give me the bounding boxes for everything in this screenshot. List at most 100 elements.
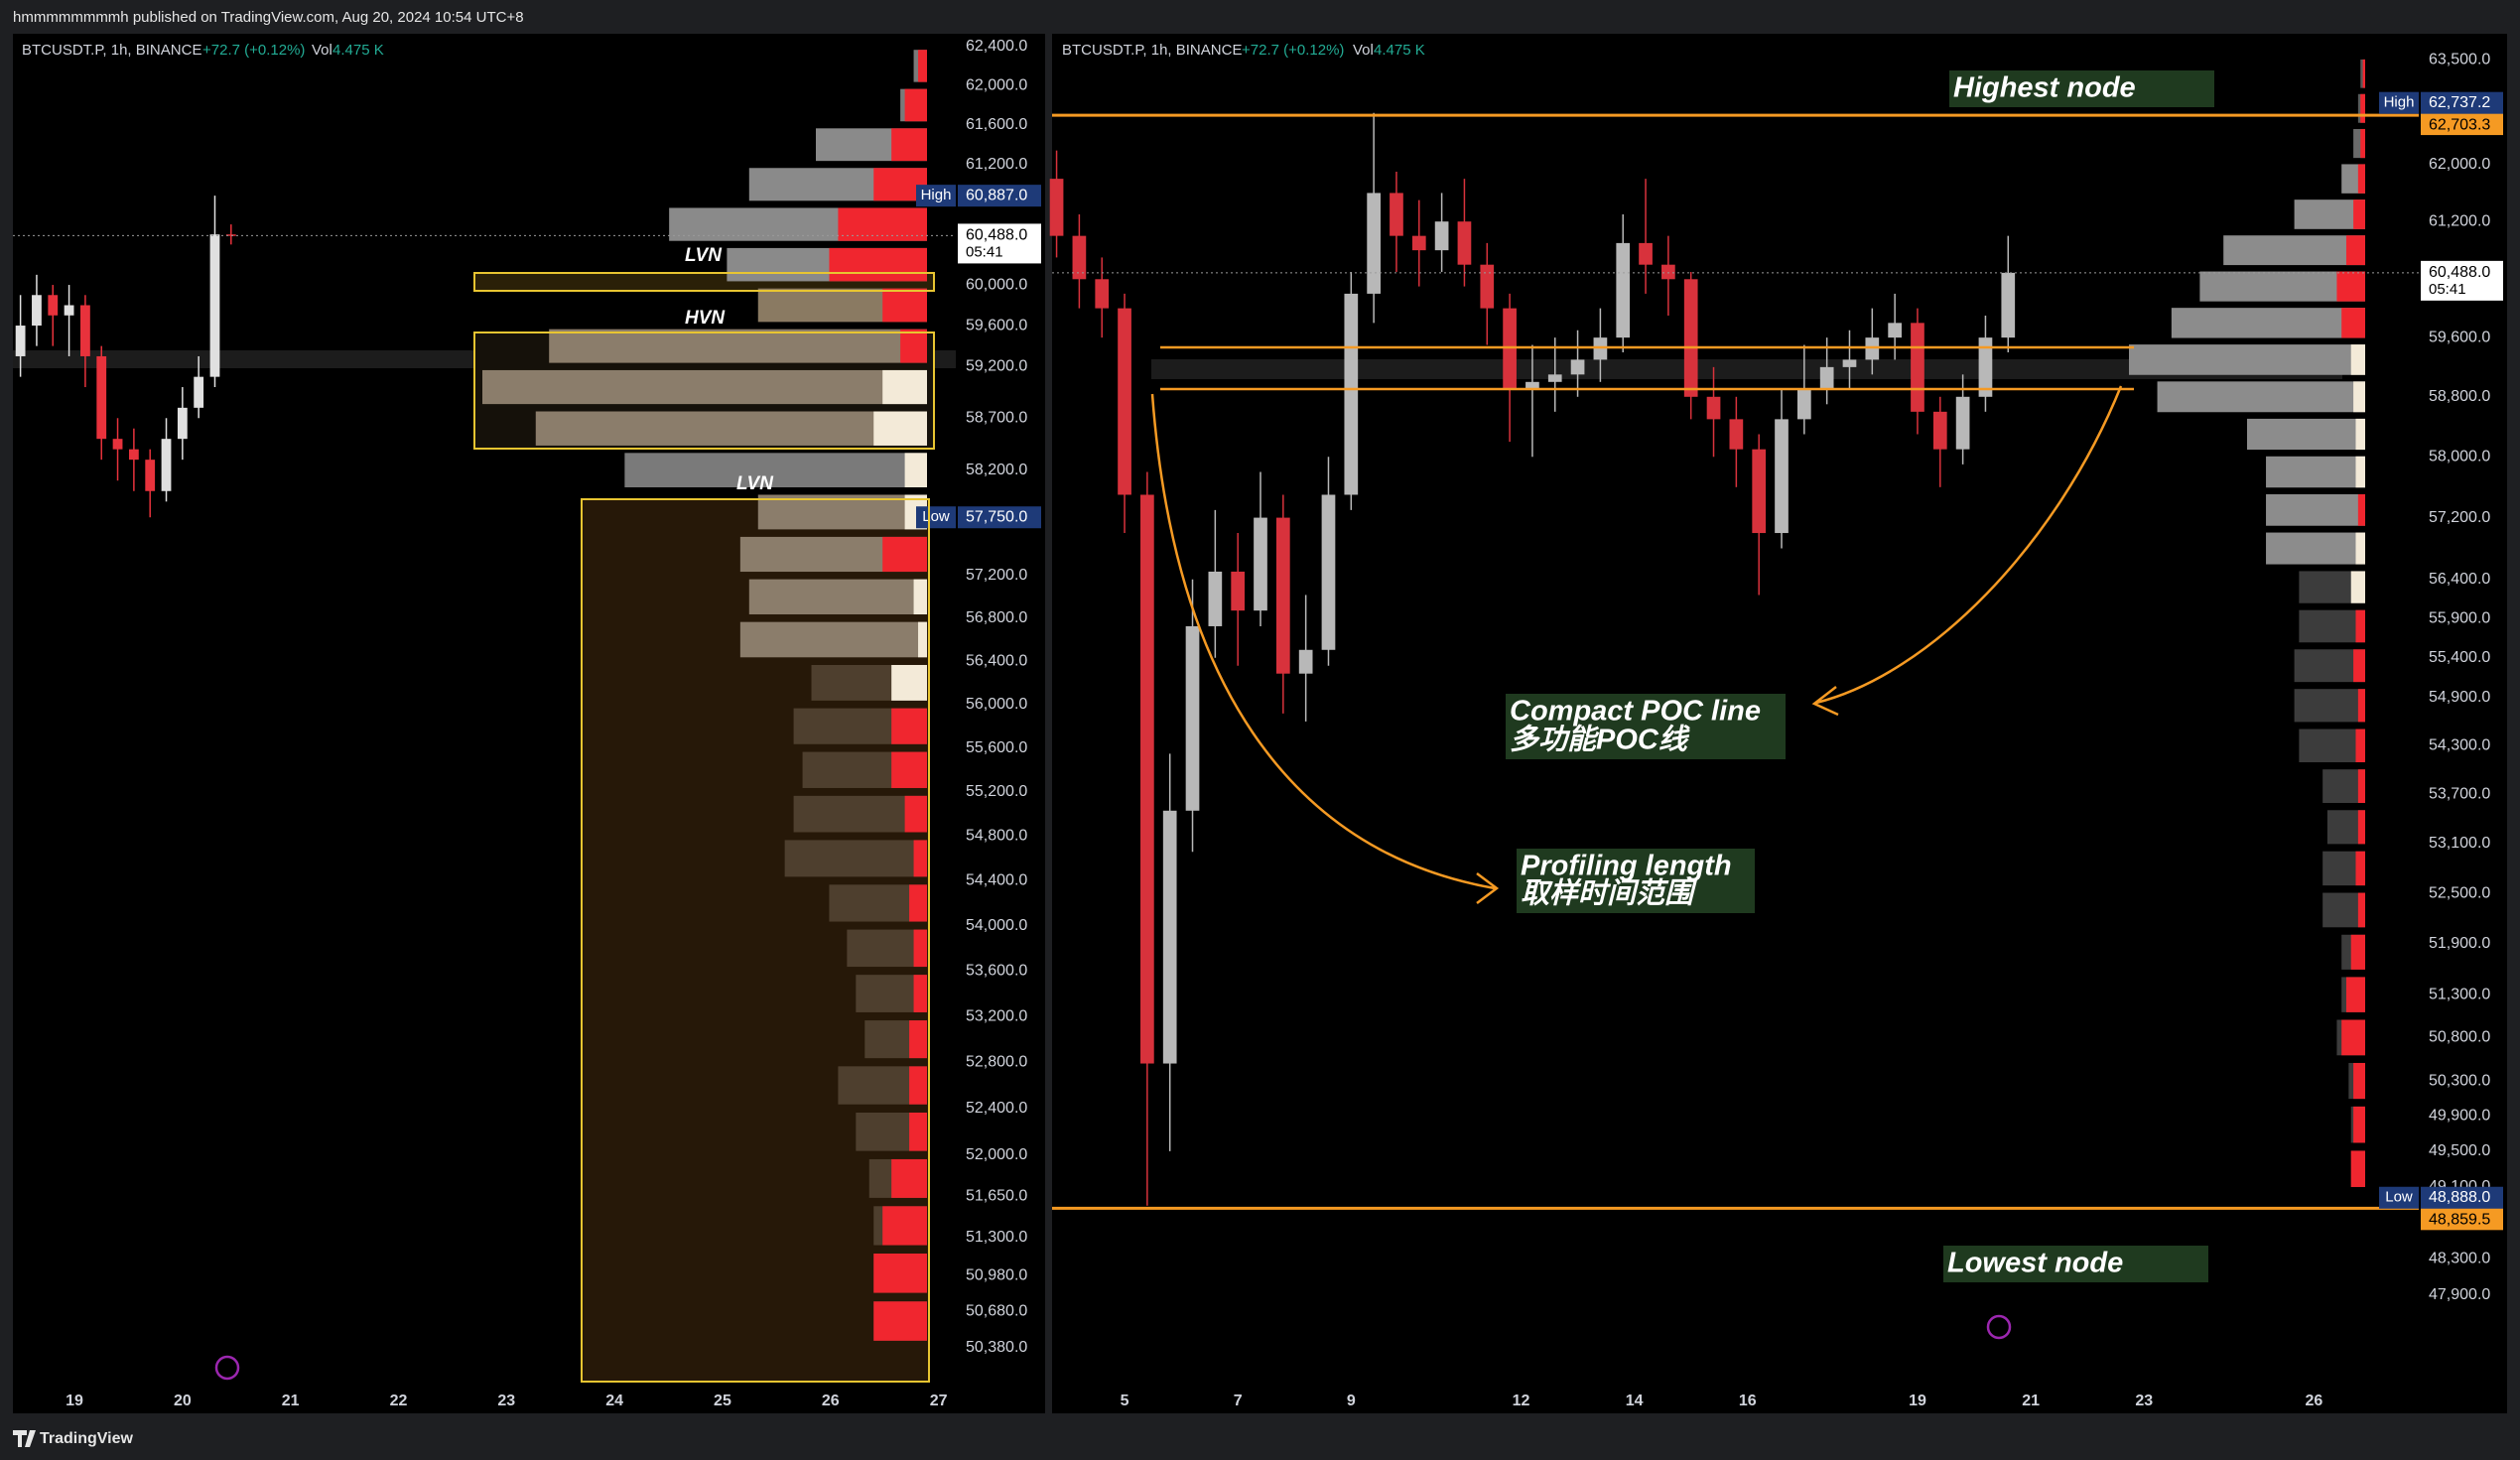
x-tick-label: 9 xyxy=(1347,1393,1356,1409)
profile-bar xyxy=(2322,892,2365,928)
y-tick-label: 62,000.0 xyxy=(2429,156,2490,173)
extreme-label: 60,887.0 xyxy=(966,187,1027,203)
zone-label: LVN xyxy=(736,473,774,494)
zone-outlines xyxy=(473,272,935,1383)
y-tick-label: 56,800.0 xyxy=(966,609,1027,626)
y-tick-label: 63,500.0 xyxy=(2429,52,2490,68)
y-tick-label: 49,500.0 xyxy=(2429,1142,2490,1159)
note-title: Compact POC line xyxy=(1510,696,1761,728)
candle-body xyxy=(1729,419,1744,450)
profile-delta xyxy=(904,88,927,122)
profile-delta xyxy=(829,247,927,282)
profile-delta xyxy=(882,288,927,323)
candle-body xyxy=(48,295,59,316)
extreme-tag xyxy=(2421,1186,2503,1209)
extreme-name: Low xyxy=(2385,1189,2413,1206)
y-tick-label: 56,000.0 xyxy=(966,696,1027,713)
profile-bar xyxy=(549,329,927,363)
profile-delta xyxy=(2357,494,2365,526)
extreme-name-tag xyxy=(916,506,956,529)
note-box xyxy=(1506,694,1786,759)
profile-delta xyxy=(891,664,927,701)
last-price-label: 60,488.0 xyxy=(2429,264,2490,281)
extreme-name: Low xyxy=(922,508,950,525)
candle-body xyxy=(1955,396,1970,450)
x-tick-label: 7 xyxy=(1234,1393,1243,1409)
candle-body xyxy=(1480,264,1495,309)
extreme-tag xyxy=(958,185,1041,207)
annotations xyxy=(1150,345,2134,904)
alert-icon[interactable] xyxy=(1986,1314,2012,1340)
y-tick-label: 59,200.0 xyxy=(966,358,1027,375)
x-tick-label: 27 xyxy=(930,1393,948,1409)
x-tick-label: 21 xyxy=(282,1393,300,1409)
candle-body xyxy=(1661,264,1675,280)
alert-icon[interactable] xyxy=(214,1355,240,1381)
candle-body xyxy=(1390,193,1403,236)
arrowhead xyxy=(1811,686,1839,717)
x-tick-label: 19 xyxy=(1909,1393,1926,1409)
symbol: BTCUSDT.P, 1h, BINANCE xyxy=(22,42,201,59)
profile-delta xyxy=(2345,977,2365,1012)
candle-body xyxy=(80,305,90,356)
profile-delta xyxy=(2350,934,2365,970)
symbol: BTCUSDT.P, 1h, BINANCE xyxy=(1062,42,1242,59)
profile-bar xyxy=(2299,609,2365,643)
profile-delta xyxy=(2350,571,2365,603)
y-tick-label: 47,900.0 xyxy=(2429,1286,2490,1303)
x-tick-label: 5 xyxy=(1121,1393,1129,1409)
profile-delta xyxy=(882,536,927,573)
candle-body xyxy=(1118,308,1131,495)
zone-box xyxy=(473,332,935,450)
candle-body xyxy=(1298,649,1313,674)
last-price-label: 60,488.0 xyxy=(966,227,1027,244)
profile-delta xyxy=(891,128,927,162)
y-tick-label: 58,800.0 xyxy=(2429,388,2490,405)
note-subtitle: 取样时间范围 xyxy=(1521,877,1698,910)
candle-body xyxy=(1049,179,1064,236)
profile-bar xyxy=(2266,456,2365,488)
profile-delta xyxy=(2350,1150,2365,1187)
logo[interactable] xyxy=(13,1430,36,1447)
profile-delta xyxy=(2353,649,2365,683)
profile-bar xyxy=(784,840,927,877)
candle-body xyxy=(2001,272,2016,338)
y-tick-label: 48,300.0 xyxy=(2429,1250,2490,1266)
y-tick-label: 57,200.0 xyxy=(966,567,1027,584)
extreme-name-tag xyxy=(2379,91,2419,114)
y-tick-label: 54,800.0 xyxy=(966,828,1027,845)
y-tick-label: 55,900.0 xyxy=(2429,609,2490,626)
candle-body xyxy=(1639,242,1653,265)
profile-delta xyxy=(891,751,927,788)
profile-bar xyxy=(2353,128,2365,159)
candle-body xyxy=(161,439,172,491)
candle-body xyxy=(1796,389,1811,420)
profile-delta xyxy=(2353,199,2365,229)
profile-delta xyxy=(918,50,927,82)
y-tick-label: 49,900.0 xyxy=(2429,1108,2490,1125)
y-tick-label: 50,680.0 xyxy=(966,1303,1027,1320)
profile-delta xyxy=(2355,851,2365,886)
profile-bar xyxy=(748,579,927,615)
candle-body xyxy=(1911,323,1924,412)
profile-delta xyxy=(2350,344,2365,375)
candle-body xyxy=(15,326,26,356)
candle-body xyxy=(1095,279,1110,309)
profile-bar xyxy=(2266,494,2365,526)
y-tick-label: 54,000.0 xyxy=(966,917,1027,934)
y-tick-label: 56,400.0 xyxy=(966,652,1027,669)
last-price-tag xyxy=(2421,260,2503,301)
profile-delta xyxy=(904,795,927,833)
candle-body xyxy=(1616,242,1631,338)
candle-body xyxy=(1932,411,1947,450)
y-tick-label: 52,500.0 xyxy=(2429,884,2490,901)
node-tag-label: 62,703.3 xyxy=(2429,116,2490,133)
brand[interactable]: TradingView xyxy=(40,1430,134,1447)
profile-delta xyxy=(2355,729,2365,763)
y-tick-label: 51,650.0 xyxy=(966,1187,1027,1204)
profile-delta xyxy=(2355,532,2365,565)
profile-bar xyxy=(2171,308,2365,338)
publish-header: hmmmmmmmmh published on TradingView.com,… xyxy=(13,9,524,26)
candle-body xyxy=(1683,279,1698,397)
profile-bar xyxy=(2322,769,2365,803)
